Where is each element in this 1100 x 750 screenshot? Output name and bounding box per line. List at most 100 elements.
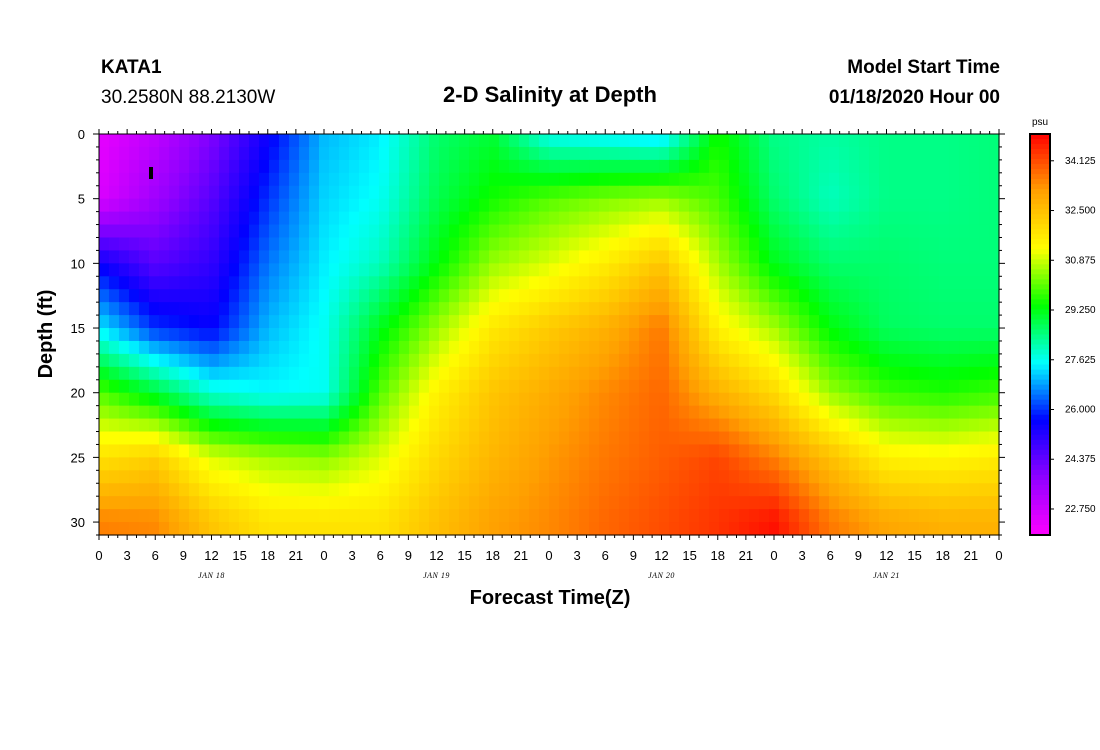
heatmap-cell	[299, 172, 310, 187]
heatmap-cell	[169, 315, 180, 329]
heatmap-cell	[639, 405, 650, 420]
heatmap-cell	[449, 263, 460, 277]
heatmap-cell	[499, 353, 510, 368]
heatmap-cell	[159, 250, 170, 264]
heatmap-cell	[389, 444, 400, 458]
heatmap-cell	[579, 250, 590, 264]
heatmap-cell	[349, 185, 360, 200]
heatmap-cell	[769, 457, 780, 471]
heatmap-cell	[589, 263, 600, 277]
heatmap-cell	[99, 159, 110, 174]
heatmap-cell	[479, 211, 490, 226]
heatmap-cell	[779, 379, 790, 394]
heatmap-cell	[409, 211, 420, 226]
heatmap-cell	[739, 172, 750, 187]
heatmap-cell	[619, 224, 630, 239]
heatmap-cell	[769, 418, 780, 433]
heatmap-cell	[649, 496, 660, 510]
heatmap-cell	[729, 353, 740, 368]
heatmap-cell	[489, 146, 500, 161]
heatmap-cell	[419, 146, 430, 161]
heatmap-cell	[709, 159, 720, 174]
heatmap-cell	[899, 444, 910, 458]
heatmap-cell	[979, 302, 990, 316]
station-coordinates: 30.2580N 88.2130W	[101, 87, 276, 108]
heatmap-cell	[709, 522, 720, 536]
heatmap-cell	[979, 276, 990, 290]
heatmap-cell	[899, 172, 910, 187]
heatmap-cell	[499, 483, 510, 497]
heatmap-cell	[539, 379, 550, 394]
heatmap-cell	[319, 470, 330, 484]
heatmap-cell	[879, 366, 890, 381]
heatmap-cell	[509, 224, 520, 239]
heatmap-cell	[189, 172, 200, 187]
heatmap-cell	[259, 276, 270, 290]
heatmap-cell	[179, 340, 190, 355]
heatmap-cell	[479, 496, 490, 510]
heatmap-cell	[579, 185, 590, 200]
heatmap-cell	[459, 431, 470, 446]
heatmap-cell	[869, 146, 880, 161]
heatmap-cell	[889, 289, 900, 303]
heatmap-cell	[269, 289, 280, 303]
heatmap-cell	[689, 211, 700, 226]
heatmap-cell	[729, 483, 740, 497]
heatmap-cell	[249, 457, 260, 471]
heatmap-cell	[849, 250, 860, 264]
heatmap-cell	[409, 276, 420, 290]
heatmap-cell	[579, 134, 590, 148]
heatmap-cell	[719, 431, 730, 446]
heatmap-cell	[789, 159, 800, 174]
heatmap-cell	[389, 146, 400, 161]
heatmap-cell	[489, 302, 500, 316]
heatmap-cell	[689, 237, 700, 252]
heatmap-cell	[839, 353, 850, 368]
heatmap-cell	[229, 159, 240, 174]
heatmap-cell	[419, 289, 430, 303]
heatmap-cell	[289, 483, 300, 497]
heatmap-cell	[229, 302, 240, 316]
heatmap-cell	[819, 198, 830, 213]
heatmap-cell	[599, 302, 610, 316]
heatmap-cell	[529, 237, 540, 252]
heatmap-cell	[429, 250, 440, 264]
heatmap-cell	[829, 328, 840, 342]
heatmap-cell	[529, 340, 540, 355]
heatmap-cell	[449, 444, 460, 458]
heatmap-cell	[769, 250, 780, 264]
heatmap-cell	[149, 509, 160, 523]
heatmap-cell	[319, 134, 330, 148]
heatmap-cell	[589, 509, 600, 523]
x-tick-label: 0	[95, 548, 102, 563]
heatmap-cell	[119, 185, 130, 200]
x-tick-label: 9	[180, 548, 187, 563]
heatmap-cell	[749, 211, 760, 226]
heatmap-cell	[739, 340, 750, 355]
heatmap-cell	[829, 431, 840, 446]
heatmap-cell	[109, 366, 120, 381]
heatmap-cell	[549, 289, 560, 303]
heatmap-cell	[749, 198, 760, 213]
heatmap-cell	[249, 509, 260, 523]
heatmap-cell	[419, 302, 430, 316]
heatmap-cell	[969, 366, 980, 381]
heatmap-cell	[859, 522, 870, 536]
heatmap-cell	[459, 522, 470, 536]
heatmap-cell	[369, 328, 380, 342]
heatmap-cell	[469, 159, 480, 174]
colorbar-segment	[1030, 389, 1050, 396]
heatmap-cell	[799, 250, 810, 264]
heatmap-cell	[669, 431, 680, 446]
heatmap-cell	[159, 444, 170, 458]
heatmap-cell	[349, 405, 360, 420]
heatmap-cell	[449, 134, 460, 148]
heatmap-cell	[669, 340, 680, 355]
heatmap-cell	[639, 353, 650, 368]
heatmap-cell	[399, 366, 410, 381]
heatmap-cell	[379, 509, 390, 523]
heatmap-cell	[899, 522, 910, 536]
heatmap-cell	[489, 431, 500, 446]
heatmap-cell	[609, 522, 620, 536]
heatmap-cell	[529, 211, 540, 226]
